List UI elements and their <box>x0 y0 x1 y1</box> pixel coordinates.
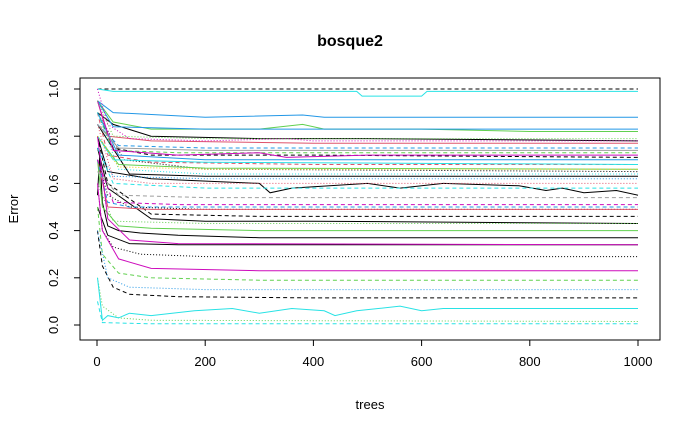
series-line-25 <box>97 100 638 118</box>
series-line-14 <box>97 100 638 144</box>
y-tick-label: 0.8 <box>46 127 61 145</box>
x-axis-label: trees <box>356 397 385 412</box>
series-line-43 <box>97 124 638 151</box>
y-tick-label: 0.2 <box>46 269 61 287</box>
x-tick-label: 400 <box>303 354 325 369</box>
series-line-18 <box>97 159 638 232</box>
series-line-36 <box>97 147 638 189</box>
x-tick-label: 200 <box>194 354 216 369</box>
series-line-17 <box>97 159 638 210</box>
series-line-24 <box>97 183 638 224</box>
series-line-31 <box>97 277 638 322</box>
series-layer <box>97 88 639 325</box>
series-line-27 <box>97 230 638 291</box>
series-line-37 <box>97 183 638 272</box>
series-line-15 <box>97 112 638 165</box>
series-line-33 <box>97 88 638 97</box>
series-line-42 <box>97 135 638 170</box>
series-line-19 <box>97 206 638 281</box>
y-tick-label: 0.4 <box>46 222 61 240</box>
series-line-1 <box>97 155 638 239</box>
x-axis: 0 200 400 600 800 1000 <box>93 339 653 369</box>
series-line-35 <box>97 135 639 165</box>
series-line-5 <box>97 112 639 158</box>
series-line-2 <box>97 230 638 299</box>
y-tick-label: 1.0 <box>46 80 61 98</box>
series-line-13 <box>97 206 638 246</box>
series-line-21 <box>97 100 638 132</box>
y-tick-label: 0.0 <box>46 316 61 334</box>
series-line-16 <box>97 124 638 184</box>
series-line-9 <box>97 147 639 224</box>
series-line-41 <box>97 159 638 206</box>
series-line-30 <box>97 100 638 130</box>
x-tick-label: 1000 <box>624 354 653 369</box>
series-line-22 <box>97 112 638 154</box>
y-axis-label: Error <box>6 194 21 224</box>
series-line-23 <box>97 135 639 170</box>
chart-title: bosque2 <box>317 33 383 50</box>
series-line-34 <box>97 112 638 175</box>
y-tick-label: 0.6 <box>46 174 61 192</box>
series-line-46 <box>97 147 638 180</box>
series-line-4 <box>97 136 639 196</box>
series-line-38 <box>97 136 639 246</box>
x-tick-label: 0 <box>93 354 100 369</box>
series-line-7 <box>97 159 638 210</box>
series-line-40 <box>97 100 638 158</box>
series-line-32 <box>97 301 638 325</box>
series-line-45 <box>97 100 638 140</box>
x-tick-label: 800 <box>519 354 541 369</box>
x-tick-label: 600 <box>411 354 433 369</box>
y-axis: 0.0 0.2 0.4 0.6 0.8 1.0 <box>46 80 81 334</box>
series-line-44 <box>97 171 638 199</box>
series-line-20 <box>97 277 639 322</box>
series-line-12 <box>97 124 638 177</box>
series-line-39 <box>97 88 638 142</box>
series-line-8 <box>97 136 638 217</box>
